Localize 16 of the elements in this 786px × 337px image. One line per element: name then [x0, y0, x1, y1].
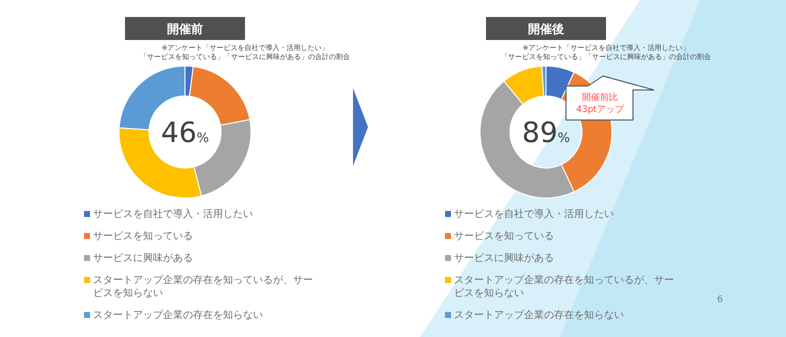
- legend-label: サービスを自社で導入・活用したい: [93, 208, 253, 221]
- legend-label: サービスを自社で導入・活用したい: [454, 208, 614, 221]
- chart-title: 開催後: [528, 22, 564, 36]
- text: 89%: [522, 116, 570, 149]
- legend-label: サービスを知っている: [93, 230, 193, 243]
- legend-label: サービスに興味がある: [454, 252, 554, 265]
- text: 6: [717, 295, 724, 305]
- legend-label: スタートアップ企業の存在を知っているが、サービスを知らない: [93, 274, 314, 300]
- legend-label: スタートアップ企業の存在を知っているが、サービスを知らない: [454, 274, 675, 300]
- legend-label: サービスに興味がある: [93, 252, 193, 265]
- legend-label: サービスを知っている: [454, 230, 554, 243]
- legend-label: スタートアップ企業の存在を知らない: [454, 309, 624, 322]
- text: 46%: [161, 116, 209, 149]
- chart-title: 開催前: [167, 22, 203, 36]
- text: 開催前比 43ptアップ: [576, 92, 625, 115]
- legend-label: スタートアップ企業の存在を知らない: [93, 309, 263, 322]
